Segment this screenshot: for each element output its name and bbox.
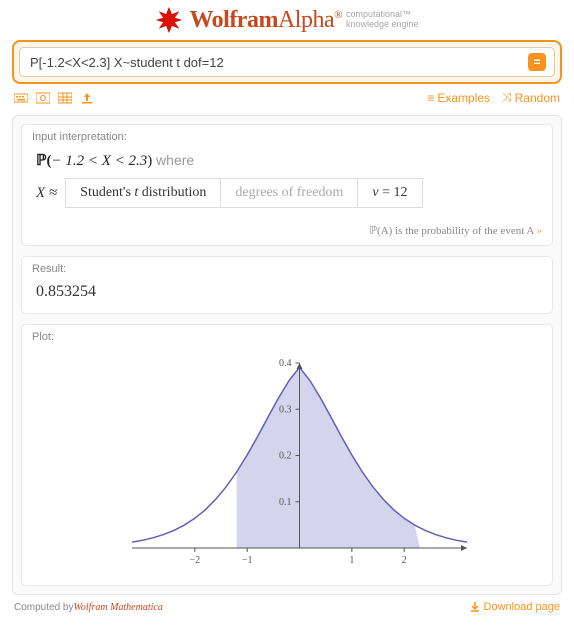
examples-link[interactable]: ≡Examples bbox=[427, 91, 490, 105]
svg-text:0.2: 0.2 bbox=[279, 451, 292, 462]
interpretation-footnote[interactable]: ℙ(A) is the probability of the event A » bbox=[22, 220, 552, 245]
distribution-row: X ≈ Student's t distribution degrees of … bbox=[36, 178, 538, 208]
distribution-name[interactable]: Student's t distribution bbox=[65, 178, 221, 208]
spikey-icon bbox=[155, 6, 183, 34]
results-container: Input interpretation: ℙ(− 1.2 < X < 2.3)… bbox=[12, 115, 562, 595]
svg-text:0.4: 0.4 bbox=[279, 358, 292, 369]
wolfram-link[interactable]: Wolfram Mathematica bbox=[73, 602, 162, 613]
interpretation-pod: Input interpretation: ℙ(− 1.2 < X < 2.3)… bbox=[21, 124, 553, 246]
image-icon[interactable] bbox=[36, 92, 50, 104]
compute-button[interactable] bbox=[528, 53, 546, 71]
keyboard-icon[interactable] bbox=[14, 92, 28, 104]
search-container bbox=[12, 40, 562, 84]
svg-text:2: 2 bbox=[402, 555, 407, 566]
variable-label: X ≈ bbox=[36, 185, 57, 202]
pod-title: Result: bbox=[22, 257, 552, 279]
result-pod: Result: 0.853254 bbox=[21, 256, 553, 314]
upload-icon[interactable] bbox=[80, 92, 94, 104]
svg-text:0.1: 0.1 bbox=[279, 497, 292, 508]
result-value: 0.853254 bbox=[36, 283, 96, 300]
svg-text:0.3: 0.3 bbox=[279, 404, 292, 415]
query-input[interactable] bbox=[28, 54, 528, 71]
page-footer: Computed by Wolfram Mathematica Download… bbox=[12, 595, 562, 613]
logo-tagline: computational™ knowledge engine bbox=[346, 10, 419, 30]
svg-text:−2: −2 bbox=[189, 555, 200, 566]
svg-text:1: 1 bbox=[349, 555, 354, 566]
pod-title: Plot: bbox=[22, 325, 552, 347]
logo-text: WolframAlpha® bbox=[189, 7, 342, 34]
density-plot: −2 −1 1 2 0.1 0.2 0.3 0.4 bbox=[92, 353, 482, 573]
probability-expression: ℙ(− 1.2 < X < 2.3) where bbox=[36, 151, 538, 170]
download-link[interactable]: Download page bbox=[469, 601, 560, 613]
random-link[interactable]: ⤨Random bbox=[502, 90, 560, 105]
pod-title: Input interpretation: bbox=[22, 125, 552, 147]
header-logo: WolframAlpha® computational™ knowledge e… bbox=[12, 6, 562, 34]
data-icon[interactable] bbox=[58, 92, 72, 104]
param-name: degrees of freedom bbox=[221, 178, 358, 208]
plot-pod: Plot: −2 −1 1 2 0.1 0.2 0.3 0.4 bbox=[21, 324, 553, 586]
param-value: ν = 12 bbox=[358, 178, 422, 208]
computed-by-label: Computed by bbox=[14, 602, 73, 613]
toolbar: ≡Examples ⤨Random bbox=[14, 90, 560, 105]
svg-text:−1: −1 bbox=[242, 555, 253, 566]
